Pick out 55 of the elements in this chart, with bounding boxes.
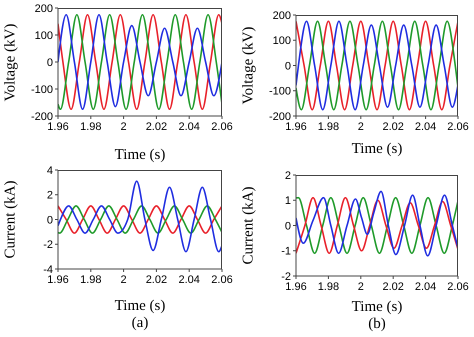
x-tick-label: 2.06 [447, 120, 469, 133]
x-tick-label: 2.02 [382, 280, 404, 293]
y-tick-label: 0 [284, 220, 291, 232]
x-tick-label: 2.06 [211, 274, 233, 286]
y-tick-label: -200 [268, 110, 291, 123]
y-tick-label: 4 [46, 164, 53, 177]
x-tick-label: 1.98 [318, 280, 340, 293]
y-tick-label: -4 [43, 264, 53, 276]
x-axis-title: Time (s) [114, 297, 166, 315]
x-tick-label: 2.02 [382, 120, 404, 133]
x-tick-label: 2.04 [414, 120, 436, 133]
y-tick-label: 0 [46, 214, 53, 226]
x-tick-label: 2 [120, 274, 127, 286]
x-axis-title: Time (s) [114, 146, 166, 164]
x-tick-label: 2.04 [178, 120, 200, 133]
text: (b) [367, 316, 387, 332]
y-tick-label: 2 [46, 190, 53, 202]
y-tick-label: 0 [284, 60, 291, 72]
y-axis-title: Voltage (kV) [240, 26, 258, 104]
y-tick-label: -100 [268, 86, 291, 98]
y-tick-label: 200 [272, 10, 291, 22]
y-tick-label: 1 [284, 195, 291, 208]
y-tick-label: -100 [30, 84, 53, 96]
y-tick-label: -2 [43, 239, 53, 252]
y-tick-label: -200 [30, 110, 53, 123]
x-tick-label: 1.96 [47, 120, 69, 133]
y-axis-title: Current (kA) [240, 186, 258, 264]
x-tick-label: 2.02 [146, 120, 168, 133]
x-tick-label: 2.02 [146, 274, 168, 286]
line-series [58, 180, 222, 252]
x-tick-label: 1.96 [285, 120, 307, 133]
y-tick-label: -1 [281, 246, 291, 258]
y-tick-label: 0 [46, 56, 53, 69]
x-tick-label: 2.06 [447, 280, 469, 293]
x-axis-title: Time (s) [350, 140, 404, 158]
x-tick-label: 2 [358, 280, 364, 293]
x-tick-label: 1.98 [318, 120, 340, 133]
x-tick-label: 2.06 [211, 120, 233, 133]
x-tick-label: 2.04 [414, 280, 436, 293]
y-tick-label: 100 [272, 35, 291, 48]
x-tick-label: 1.98 [80, 120, 102, 133]
y-tick-label: 200 [34, 2, 53, 15]
x-axis-title: Time (s) [350, 298, 404, 316]
x-tick-label: 1.96 [47, 274, 69, 286]
y-axis-title: Current (kA) [2, 180, 20, 258]
x-tick-label: 2.04 [178, 274, 200, 286]
y-tick-label: 100 [34, 30, 53, 42]
y-tick-label: -2 [281, 270, 291, 283]
x-tick-label: 2 [358, 120, 364, 133]
y-tick-label: 2 [284, 170, 291, 182]
x-tick-label: 1.98 [80, 274, 102, 286]
text: (a) [130, 315, 150, 331]
x-tick-label: 2 [120, 120, 127, 133]
y-axis-title: Voltage (kV) [2, 23, 20, 101]
x-tick-label: 1.96 [285, 280, 307, 293]
